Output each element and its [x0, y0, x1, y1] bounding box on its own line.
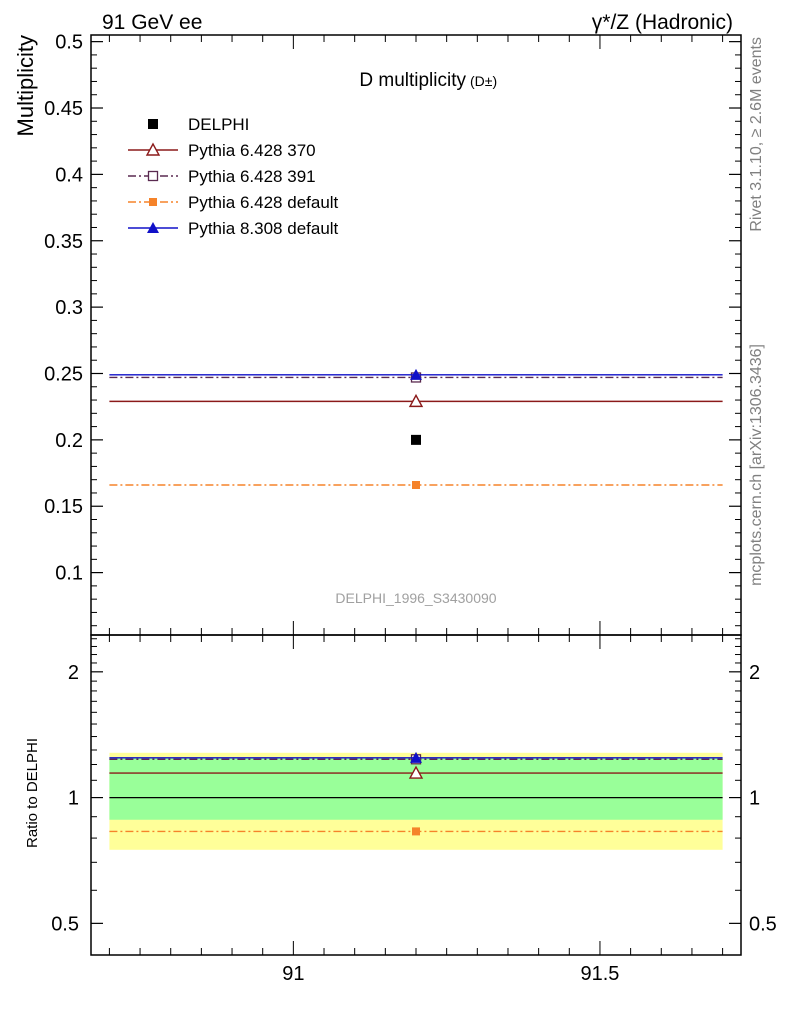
main-title-sub: (D±) [470, 73, 497, 89]
legend-item-pythia-6-428-370: Pythia 6.428 370 [128, 141, 316, 160]
main-series [109, 368, 723, 489]
main-ytick-label: 0.4 [55, 164, 83, 186]
main-ytick-label: 0.1 [55, 563, 83, 585]
main-panel: Multiplicity D multiplicity (D±) DELPHI_… [13, 32, 742, 636]
ratio-point-pythia-6-428-370 [408, 765, 424, 779]
header-left: 91 GeV ee [102, 11, 202, 34]
ratio-ytick-label: 1 [68, 788, 79, 810]
main-ytick-label: 0.25 [44, 363, 83, 385]
mcplots-label: mcplots.cern.ch [arXiv:1306.3436] [748, 344, 765, 586]
rivet-label: Rivet 3.1.10, ≥ 2.6M events [748, 37, 765, 232]
main-title: D multiplicity [359, 70, 466, 91]
legend-swatch-marker [145, 142, 161, 156]
data-point-pythia-6-428-370 [408, 393, 424, 408]
legend-label: Pythia 6.428 default [188, 193, 339, 212]
main-ytick-label: 0.15 [44, 496, 83, 518]
main-ylabel: Multiplicity [13, 35, 38, 136]
legend-item-pythia-8-308-default: Pythia 8.308 default [128, 219, 339, 238]
data-point-pythia-8-308-default [410, 368, 422, 380]
legend-item-delphi: DELPHI [148, 115, 249, 134]
ratio-ytick-label: 2 [68, 662, 79, 684]
watermark: DELPHI_1996_S3430090 [335, 590, 496, 606]
main-ytick-label: 0.3 [55, 297, 83, 319]
main-ytick-label: 0.2 [55, 430, 83, 452]
ratio-ytick-label-right: 1 [749, 788, 760, 810]
legend-label: DELPHI [188, 115, 249, 134]
ratio-yticks: 0.5 0.5 1 1 2 2 [51, 638, 777, 935]
main-ytick-label: 0.35 [44, 231, 83, 253]
data-point-delphi [411, 434, 421, 445]
main-yticks: 0.1 0.15 0.2 0.25 0.3 0.35 0.4 0.45 0.5 [44, 32, 741, 627]
ratio-xtick-label: 91.5 [580, 963, 619, 985]
ratio-panel: Ratio to DELPHI 0.5 0.5 1 1 2 2 91 91.5 [24, 634, 777, 985]
main-xticks [108, 35, 724, 635]
ratio-point-pythia-8-308-default [410, 751, 422, 763]
header-right: γ*/Z (Hadronic) [592, 11, 733, 34]
legend-swatch-marker [148, 119, 158, 129]
ratio-ytick-label: 0.5 [51, 913, 79, 935]
data-point-pythia-6-428-default [412, 481, 420, 489]
main-ytick-label: 0.5 [55, 32, 83, 54]
ratio-point-pythia-6-428-default [412, 827, 420, 836]
ratio-xticks: 91 91.5 [108, 635, 724, 985]
ratio-ylabel: Ratio to DELPHI [24, 738, 41, 848]
legend-swatch-marker [147, 222, 159, 233]
legend-label: Pythia 8.308 default [188, 219, 339, 238]
legend-swatch-marker [149, 198, 157, 206]
legend: DELPHI Pythia 6.428 370 Pythia 6.428 391 Py… [128, 115, 339, 238]
legend-item-pythia-6-428-default: Pythia 6.428 default [128, 193, 339, 212]
ratio-xtick-label: 91 [282, 963, 304, 985]
legend-label: Pythia 6.428 391 [188, 167, 316, 186]
legend-item-pythia-6-428-391: Pythia 6.428 391 [128, 167, 316, 186]
legend-swatch-marker [147, 170, 159, 182]
ratio-ytick-label-right: 2 [749, 662, 760, 684]
ratio-ytick-label-right: 0.5 [749, 913, 777, 935]
legend-label: Pythia 6.428 370 [188, 141, 316, 160]
main-ytick-label: 0.45 [44, 98, 83, 120]
ratio-series [109, 751, 723, 836]
